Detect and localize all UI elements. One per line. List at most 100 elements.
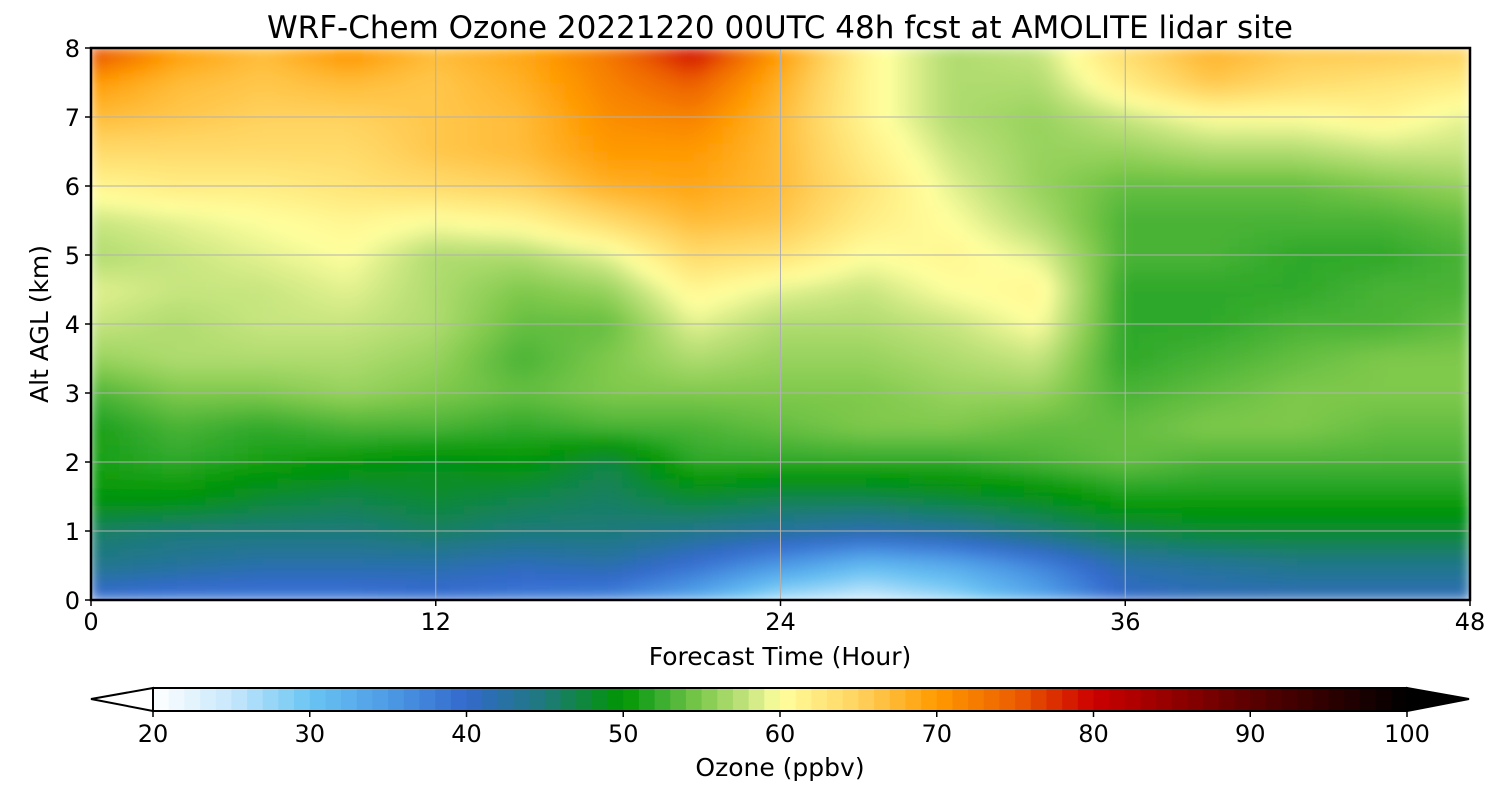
heatmap-cell bbox=[909, 194, 925, 204]
heatmap-cell bbox=[1110, 495, 1126, 506]
heatmap-cell bbox=[1124, 176, 1141, 187]
heatmap-cell bbox=[1225, 461, 1241, 472]
heatmap-cell bbox=[1210, 513, 1227, 523]
heatmap-cell bbox=[765, 340, 782, 351]
heatmap-cell bbox=[449, 245, 466, 256]
heatmap-cell bbox=[305, 418, 322, 429]
heatmap-cell bbox=[392, 495, 408, 506]
heatmap-cell bbox=[564, 556, 580, 567]
heatmap-cell bbox=[176, 495, 193, 506]
heatmap-cell bbox=[909, 150, 925, 161]
heatmap-cell bbox=[277, 314, 293, 325]
heatmap-cell bbox=[1455, 185, 1470, 196]
heatmap-cell bbox=[133, 547, 150, 558]
heatmap-cell bbox=[808, 211, 825, 222]
heatmap-cell bbox=[377, 280, 394, 291]
heatmap-cell bbox=[492, 237, 509, 247]
heatmap-cell bbox=[334, 219, 351, 230]
heatmap-cell bbox=[851, 237, 868, 247]
heatmap-cell bbox=[909, 590, 925, 600]
heatmap-cell bbox=[822, 461, 839, 472]
heatmap-cell bbox=[506, 392, 523, 403]
heatmap-cell bbox=[190, 297, 207, 308]
heatmap-cell bbox=[650, 237, 667, 247]
heatmap-cell bbox=[1455, 202, 1470, 213]
heatmap-cell bbox=[377, 470, 394, 480]
heatmap-cell bbox=[91, 245, 106, 256]
heatmap-cell bbox=[679, 392, 695, 403]
heatmap-cell bbox=[363, 288, 379, 299]
heatmap-cell bbox=[851, 168, 868, 178]
heatmap-cell bbox=[550, 168, 566, 178]
heatmap-cell bbox=[248, 263, 264, 273]
heatmap-cell bbox=[1196, 245, 1213, 256]
heatmap-cell bbox=[1182, 495, 1198, 506]
heatmap-cell bbox=[1210, 168, 1227, 178]
heatmap-cell bbox=[234, 176, 250, 187]
heatmap-cell bbox=[578, 185, 595, 196]
heatmap-cell bbox=[1383, 521, 1399, 532]
heatmap-cell bbox=[147, 375, 164, 385]
heatmap-cell bbox=[880, 383, 897, 394]
heatmap-cell bbox=[650, 547, 667, 558]
heatmap-cell bbox=[937, 383, 954, 394]
heatmap-cell bbox=[478, 280, 494, 291]
heatmap-cell bbox=[765, 513, 782, 523]
heatmap-cell bbox=[392, 590, 408, 600]
heatmap-cell bbox=[923, 539, 940, 549]
heatmap-cell bbox=[1440, 573, 1457, 584]
heatmap-cell bbox=[1411, 435, 1428, 446]
heatmap-cell bbox=[463, 202, 480, 213]
heatmap-cell bbox=[808, 409, 825, 420]
heatmap-cell bbox=[751, 478, 767, 489]
heatmap-cell bbox=[736, 573, 753, 584]
heatmap-cell bbox=[1239, 487, 1256, 498]
heatmap-cell bbox=[722, 461, 738, 472]
heatmap-cell bbox=[1440, 306, 1457, 316]
heatmap-cell bbox=[348, 392, 365, 403]
heatmap-cell bbox=[377, 418, 394, 429]
heatmap-cell bbox=[1081, 444, 1098, 454]
heatmap-cell bbox=[492, 461, 509, 472]
heatmap-cell bbox=[406, 219, 422, 230]
heatmap-cell bbox=[392, 383, 408, 394]
heatmap-cell bbox=[334, 487, 351, 498]
heatmap-cell bbox=[1167, 357, 1184, 368]
heatmap-cell bbox=[751, 513, 767, 523]
heatmap-cell bbox=[392, 392, 408, 403]
heatmap-cell bbox=[277, 297, 293, 308]
heatmap-cell bbox=[1153, 418, 1169, 429]
heatmap-cell bbox=[1340, 582, 1356, 592]
heatmap-cell bbox=[607, 495, 624, 506]
heatmap-cell bbox=[1411, 237, 1428, 247]
heatmap-cell bbox=[1455, 530, 1470, 541]
heatmap-cell bbox=[550, 314, 566, 325]
heatmap-cell bbox=[636, 392, 652, 403]
heatmap-cell bbox=[1253, 452, 1270, 463]
heatmap-cell bbox=[1225, 194, 1241, 204]
heatmap-cell bbox=[779, 539, 796, 549]
heatmap-cell bbox=[981, 409, 997, 420]
heatmap-cell bbox=[1368, 263, 1385, 273]
heatmap-cell bbox=[1110, 556, 1126, 567]
heatmap-cell bbox=[607, 306, 624, 316]
heatmap-cell bbox=[1139, 418, 1155, 429]
heatmap-cell bbox=[1024, 219, 1040, 230]
heatmap-cell bbox=[1239, 495, 1256, 506]
heatmap-cell bbox=[794, 478, 810, 489]
heatmap-cell bbox=[478, 237, 494, 247]
heatmap-cell bbox=[995, 539, 1011, 549]
heatmap-cell bbox=[966, 323, 983, 334]
heatmap-cell bbox=[1210, 401, 1227, 411]
heatmap-cell bbox=[363, 314, 379, 325]
heatmap-cell bbox=[621, 401, 638, 411]
heatmap-cell bbox=[664, 487, 681, 498]
heatmap-cell bbox=[708, 271, 724, 282]
heatmap-cell bbox=[708, 185, 724, 196]
heatmap-cell bbox=[492, 168, 509, 178]
heatmap-cell bbox=[1110, 383, 1126, 394]
heatmap-cell bbox=[1167, 323, 1184, 334]
heatmap-cell bbox=[1067, 357, 1083, 368]
heatmap-cell bbox=[794, 254, 810, 265]
heatmap-cell bbox=[1038, 349, 1055, 360]
